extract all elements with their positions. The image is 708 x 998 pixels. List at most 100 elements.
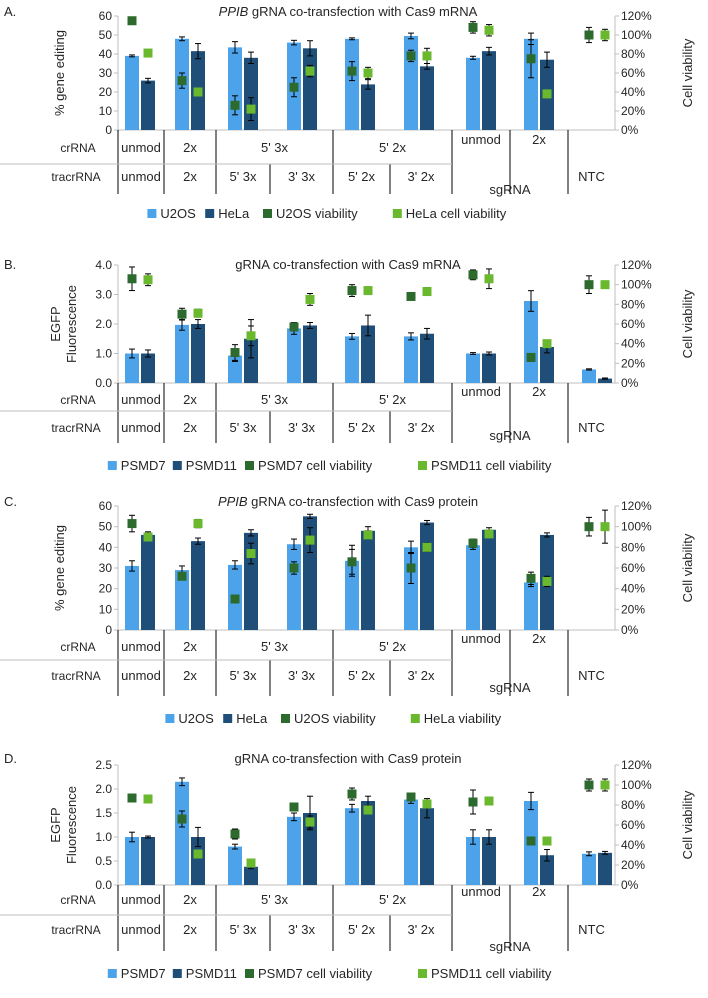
ntc-label: NTC xyxy=(578,668,605,683)
y2-tick-label: 0% xyxy=(621,623,639,637)
y2-tick-label: 40% xyxy=(621,337,645,351)
point-psmd7-cell-viability xyxy=(289,322,299,332)
point-hela-cell-viability xyxy=(484,25,494,35)
bar-psmd7 xyxy=(287,816,301,885)
y-tick-label: 60 xyxy=(99,499,113,513)
tracrrna-label: 3' 3x xyxy=(288,922,316,937)
point-psmd11-cell-viability xyxy=(246,858,256,868)
tracrrna-label: unmod xyxy=(121,922,161,937)
crrna-label: 5' 3x xyxy=(261,140,289,155)
tracrrna-row-label: tracrRNA xyxy=(51,170,100,184)
point-u2os-viability xyxy=(468,22,478,32)
sgrna-label: sgRNA xyxy=(489,428,531,443)
tracrrna-label: 5' 2x xyxy=(348,420,376,435)
point-psmd7-cell-viability xyxy=(230,829,240,839)
tracrrna-label: 5' 3x xyxy=(229,922,257,937)
bar-psmd11 xyxy=(141,353,155,383)
point-psmd11-cell-viability xyxy=(363,286,373,296)
bar-psmd11 xyxy=(361,325,375,383)
legend-swatch xyxy=(172,969,182,978)
point-hela-viability xyxy=(542,576,552,586)
legend-label: PSMD11 cell viability xyxy=(431,966,552,981)
point-u2os-viability xyxy=(230,594,240,604)
y-tick-label: 20 xyxy=(99,582,113,596)
y2-tick-label: 60% xyxy=(621,66,645,80)
panel-letter: A. xyxy=(4,4,16,19)
point-psmd7-cell-viability xyxy=(127,793,137,803)
legend-label: PSMD7 xyxy=(121,458,166,473)
bar-psmd7 xyxy=(287,328,301,383)
crrna-label: 2x xyxy=(532,884,546,899)
point-psmd11-cell-viability xyxy=(600,280,610,290)
bar-psmd7 xyxy=(125,837,139,885)
bar-u2os xyxy=(466,57,480,130)
panel-letter: B. xyxy=(4,257,16,272)
y-tick-label: 2.0 xyxy=(95,782,112,796)
point-u2os-viability xyxy=(584,522,594,532)
point-psmd11-cell-viability xyxy=(143,275,153,285)
bar-psmd11 xyxy=(303,813,317,885)
tracrrna-label: unmod xyxy=(121,668,161,683)
y2-tick-label: 0% xyxy=(621,376,639,390)
tracrrna-row-label: tracrRNA xyxy=(51,421,100,435)
bar-psmd11 xyxy=(303,325,317,383)
y2-tick-label: 40% xyxy=(621,85,645,99)
legend-label: U2OS viability xyxy=(294,711,376,726)
point-psmd11-cell-viability xyxy=(143,794,153,804)
point-psmd11-cell-viability xyxy=(542,836,552,846)
y2-tick-label: 100% xyxy=(621,28,652,42)
tracrrna-row-label: tracrRNA xyxy=(51,923,100,937)
point-hela-viability xyxy=(143,532,153,542)
crrna-label: 5' 2x xyxy=(379,639,407,654)
y2-tick-label: 60% xyxy=(621,317,645,331)
y2-tick-label: 100% xyxy=(621,520,652,534)
point-u2os-viability xyxy=(289,82,299,92)
bar-hela xyxy=(482,529,496,630)
legend-label: PSMD7 cell viability xyxy=(258,458,373,473)
bar-psmd11 xyxy=(420,333,434,383)
point-psmd7-cell-viability xyxy=(468,270,478,280)
bar-hela xyxy=(141,534,155,630)
crrna-label: unmod xyxy=(121,892,161,907)
point-psmd7-cell-viability xyxy=(177,814,187,824)
chart-title-text: gRNA co-transfection with Cas9 mRNA xyxy=(235,257,461,272)
point-u2os-viability xyxy=(177,571,187,581)
point-psmd7-cell-viability xyxy=(526,836,536,846)
legend-swatch xyxy=(107,461,117,470)
point-u2os-viability xyxy=(347,66,357,76)
point-hela-cell-viability xyxy=(600,30,610,40)
bar-psmd11 xyxy=(244,866,258,885)
bar-hela xyxy=(191,541,205,630)
y-tick-label: 30 xyxy=(99,66,113,80)
bar-hela xyxy=(303,48,317,130)
y2-tick-label: 100% xyxy=(621,278,652,292)
y2-axis-label: Cell viability xyxy=(680,790,695,859)
y-tick-label: 20 xyxy=(99,85,113,99)
panel-c: C. PPIB gRNA co-transfection with Cas9 pr… xyxy=(0,490,708,745)
panel-a: A. PPIB gRNA co-transfection with Cas9 mR… xyxy=(0,0,708,245)
ntc-label: NTC xyxy=(578,922,605,937)
tracrrna-label: 5' 3x xyxy=(229,169,257,184)
point-u2os-viability xyxy=(289,563,299,573)
y2-tick-label: 120% xyxy=(621,758,652,772)
y2-tick-label: 80% xyxy=(621,798,645,812)
y-axis-label-line2: Fluorescence xyxy=(64,285,79,363)
y-axis-label: % gene editing xyxy=(52,525,67,611)
point-psmd7-cell-viability xyxy=(406,291,416,301)
y-tick-label: 40 xyxy=(99,540,113,554)
y-tick-label: 1.0 xyxy=(95,347,112,361)
crrna-label: unmod xyxy=(461,132,501,147)
crrna-label: unmod xyxy=(121,639,161,654)
bar-psmd7 xyxy=(345,808,359,885)
crrna-label: 5' 3x xyxy=(261,639,289,654)
tracrrna-label: 3' 3x xyxy=(288,169,316,184)
crrna-label: 2x xyxy=(183,140,197,155)
point-u2os-viability xyxy=(584,30,594,40)
chart-title: PPIB gRNA co-transfection with Cas9 prot… xyxy=(218,494,478,509)
crrna-row-label: crRNA xyxy=(60,141,95,155)
point-psmd7-cell-viability xyxy=(177,309,187,319)
chart-title: gRNA co-transfection with Cas9 mRNA xyxy=(235,257,461,272)
legend-swatch xyxy=(172,461,182,470)
tracrrna-label: 2x xyxy=(183,420,197,435)
y2-tick-label: 80% xyxy=(621,47,645,61)
